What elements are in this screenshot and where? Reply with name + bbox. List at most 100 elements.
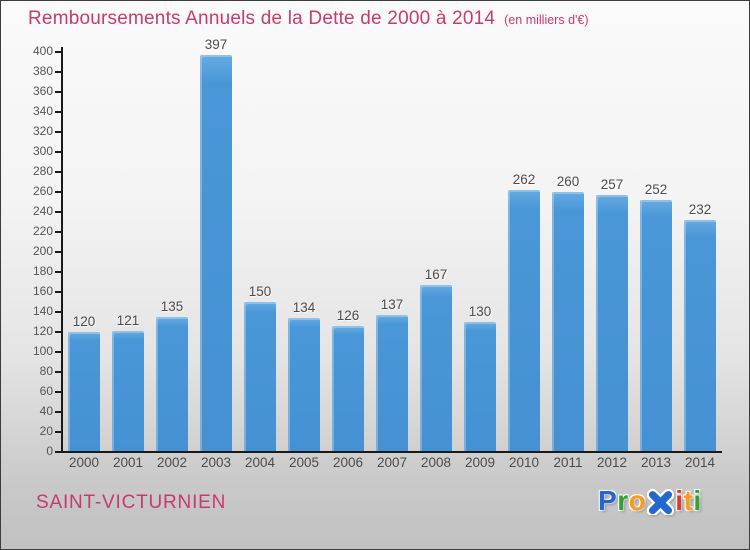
bar-value-label: 134	[292, 300, 316, 315]
y-axis	[61, 47, 63, 453]
bar-value-label: 137	[380, 297, 404, 312]
logo-letter: o	[628, 485, 647, 516]
chart-title: Remboursements Annuels de la Dette de 20…	[28, 8, 496, 29]
bar	[640, 200, 672, 451]
bar-value-label: 135	[160, 299, 184, 314]
logo-letter: P	[598, 485, 618, 516]
y-tick-label: 40	[39, 404, 53, 418]
logo-letter: i	[693, 485, 702, 516]
y-tick	[55, 411, 62, 413]
x-category-label: 2000	[68, 455, 100, 470]
x-category-label: 2003	[200, 455, 232, 470]
bar	[420, 285, 452, 451]
y-tick-label: 80	[39, 364, 53, 378]
x-category-label: 2006	[332, 455, 364, 470]
bar	[508, 190, 540, 451]
bar-value-label: 150	[248, 284, 272, 299]
x-category-label: 2009	[464, 455, 496, 470]
x-category-label: 2010	[508, 455, 540, 470]
bar	[684, 220, 716, 451]
y-tick	[55, 331, 62, 333]
chart-title-row: Remboursements Annuels de la Dette de 20…	[28, 8, 589, 30]
y-tick	[55, 151, 62, 153]
bar-value-label: 232	[688, 202, 712, 217]
bar	[464, 322, 496, 451]
bar	[112, 331, 144, 451]
y-tick	[55, 91, 62, 93]
bar-value-label: 262	[512, 172, 536, 187]
logo-letter: i	[675, 485, 684, 516]
y-tick	[55, 351, 62, 353]
bar-value-label: 252	[644, 182, 668, 197]
bar-value-label: 257	[600, 177, 624, 192]
bar-value-label: 167	[424, 267, 448, 282]
bar-value-label: 126	[336, 308, 360, 323]
bar	[68, 332, 100, 451]
bar	[332, 326, 364, 451]
y-tick	[55, 291, 62, 293]
bar	[552, 192, 584, 451]
x-category-label: 2012	[596, 455, 628, 470]
bar	[244, 302, 276, 451]
logo-x-icon	[647, 488, 675, 515]
bar-value-label: 121	[116, 313, 140, 328]
y-tick	[55, 311, 62, 313]
chart-subtitle: (en milliers d'€)	[504, 13, 589, 27]
y-tick	[55, 391, 62, 393]
y-tick	[55, 191, 62, 193]
bar	[200, 55, 232, 451]
y-tick-label: 100	[32, 344, 53, 358]
y-tick	[55, 111, 62, 113]
y-tick	[55, 251, 62, 253]
y-tick-label: 160	[32, 284, 53, 298]
bar	[288, 318, 320, 451]
y-tick-label: 260	[32, 184, 53, 198]
bar	[376, 315, 408, 451]
y-tick-label: 360	[32, 84, 53, 98]
x-category-label: 2002	[156, 455, 188, 470]
bar	[156, 317, 188, 451]
y-tick	[55, 51, 62, 53]
y-tick	[55, 431, 62, 433]
y-tick-label: 0	[46, 444, 53, 458]
y-tick-label: 300	[32, 144, 53, 158]
x-category-label: 2004	[244, 455, 276, 470]
x-category-label: 2011	[553, 455, 583, 470]
y-tick	[55, 271, 62, 273]
y-tick-label: 400	[32, 44, 53, 58]
y-tick-label: 340	[32, 104, 53, 118]
y-tick-label: 200	[32, 244, 53, 258]
y-tick	[55, 371, 62, 373]
y-tick-label: 60	[39, 384, 53, 398]
y-tick	[55, 451, 62, 453]
y-tick-label: 120	[32, 324, 53, 338]
place-name: SAINT-VICTURNIEN	[36, 492, 227, 513]
x-category-label: 2005	[288, 455, 320, 470]
y-tick-label: 140	[32, 304, 53, 318]
x-category-label: 2008	[420, 455, 452, 470]
bar-value-label: 120	[72, 314, 96, 329]
logo-letter: t	[683, 485, 694, 516]
x-category-label: 2007	[376, 455, 408, 470]
y-tick-label: 240	[32, 204, 53, 218]
y-tick	[55, 231, 62, 233]
bar-value-label: 260	[556, 174, 580, 189]
y-tick-label: 220	[32, 224, 53, 238]
y-tick-label: 20	[39, 424, 53, 438]
y-tick-label: 180	[32, 264, 53, 278]
y-tick-label: 380	[32, 64, 53, 78]
bar	[596, 195, 628, 451]
bar-value-label: 130	[468, 304, 492, 319]
y-tick	[55, 71, 62, 73]
y-tick	[55, 131, 62, 133]
y-tick	[55, 211, 62, 213]
y-tick	[55, 171, 62, 173]
y-tick-label: 320	[32, 124, 53, 138]
x-axis	[61, 451, 722, 453]
x-category-label: 2013	[640, 455, 672, 470]
x-category-label: 2014	[684, 455, 716, 470]
logo-letter: r	[617, 485, 629, 516]
